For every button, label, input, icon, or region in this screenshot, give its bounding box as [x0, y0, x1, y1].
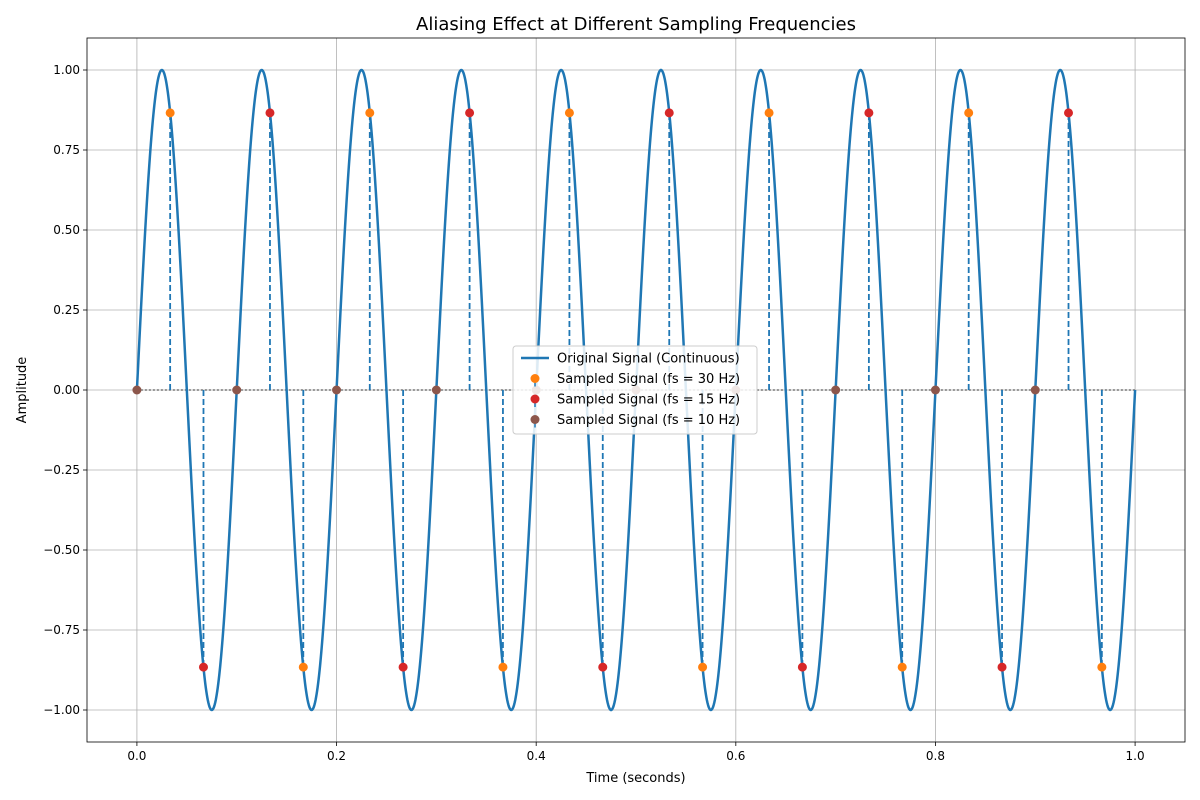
- x-tick-label: 0.0: [127, 749, 146, 763]
- legend: Original Signal (Continuous) Sampled Sign…: [512, 345, 758, 435]
- sample-point-1: [298, 662, 308, 672]
- legend-entry-label: Sampled Signal (fs = 15 Hz): [557, 393, 740, 408]
- sample-point-2: [864, 108, 874, 118]
- legend-marker-swatch: [530, 394, 540, 404]
- legend-entry-label: Original Signal (Continuous): [557, 352, 740, 367]
- y-tick-label: 0.50: [53, 223, 80, 237]
- marker-layer: [132, 108, 1107, 672]
- sample-point-2: [265, 108, 275, 118]
- sample-point-3: [1030, 385, 1040, 395]
- sample-point-1: [964, 108, 974, 118]
- sample-point-1: [365, 108, 375, 118]
- sample-point-3: [132, 385, 142, 395]
- sample-point-3: [332, 385, 342, 395]
- x-tick-label: 0.8: [926, 749, 945, 763]
- y-tick-label: 0.75: [53, 143, 80, 157]
- sample-point-2: [198, 662, 208, 672]
- sample-point-3: [232, 385, 242, 395]
- sample-point-2: [398, 662, 408, 672]
- sample-point-1: [1097, 662, 1107, 672]
- sample-point-2: [465, 108, 475, 118]
- sample-point-2: [664, 108, 674, 118]
- sample-point-2: [997, 662, 1007, 672]
- sample-point-2: [1064, 108, 1074, 118]
- sample-point-1: [165, 108, 175, 118]
- sample-point-1: [564, 108, 574, 118]
- legend-entry-label: Sampled Signal (fs = 10 Hz): [557, 413, 740, 428]
- y-tick-label: −1.00: [43, 703, 80, 717]
- x-tick-label: 0.6: [726, 749, 745, 763]
- sample-point-1: [498, 662, 508, 672]
- legend-marker-swatch: [530, 374, 540, 383]
- x-tick-label: 0.4: [527, 749, 546, 763]
- x-tick-label: 1.0: [1126, 749, 1145, 763]
- stem-layer: [169, 112, 1103, 668]
- y-tick-label: −0.50: [43, 543, 80, 557]
- y-tick-label: −0.25: [43, 463, 80, 477]
- legend-box: [512, 345, 758, 435]
- chart-title: Aliasing Effect at Different Sampling Fr…: [416, 14, 856, 35]
- sample-point-1: [698, 662, 708, 672]
- sample-point-1: [764, 108, 774, 118]
- sample-point-2: [797, 662, 807, 672]
- x-ticks: 0.0 0.2 0.4 0.6 0.8 1.0: [127, 742, 1145, 763]
- sample-point-3: [831, 385, 841, 395]
- y-tick-label: 0.00: [53, 383, 80, 397]
- sample-point-2: [598, 662, 608, 672]
- y-tick-label: −0.75: [43, 623, 80, 637]
- legend-entry-label: Sampled Signal (fs = 30 Hz): [557, 372, 740, 387]
- sample-point-3: [930, 385, 940, 395]
- y-axis-label: Amplitude: [15, 357, 30, 424]
- y-tick-label: 1.00: [53, 63, 80, 77]
- x-tick-label: 0.2: [327, 749, 346, 763]
- x-axis-label: Time (seconds): [585, 771, 685, 786]
- sample-point-3: [431, 385, 441, 395]
- sample-point-1: [897, 662, 907, 672]
- y-tick-label: 0.25: [53, 303, 80, 317]
- legend-marker-swatch: [530, 415, 540, 424]
- y-ticks: −1.00 −0.75 −0.50 −0.25 0.00 0.25 0.50 0.75 1.00: [43, 63, 87, 717]
